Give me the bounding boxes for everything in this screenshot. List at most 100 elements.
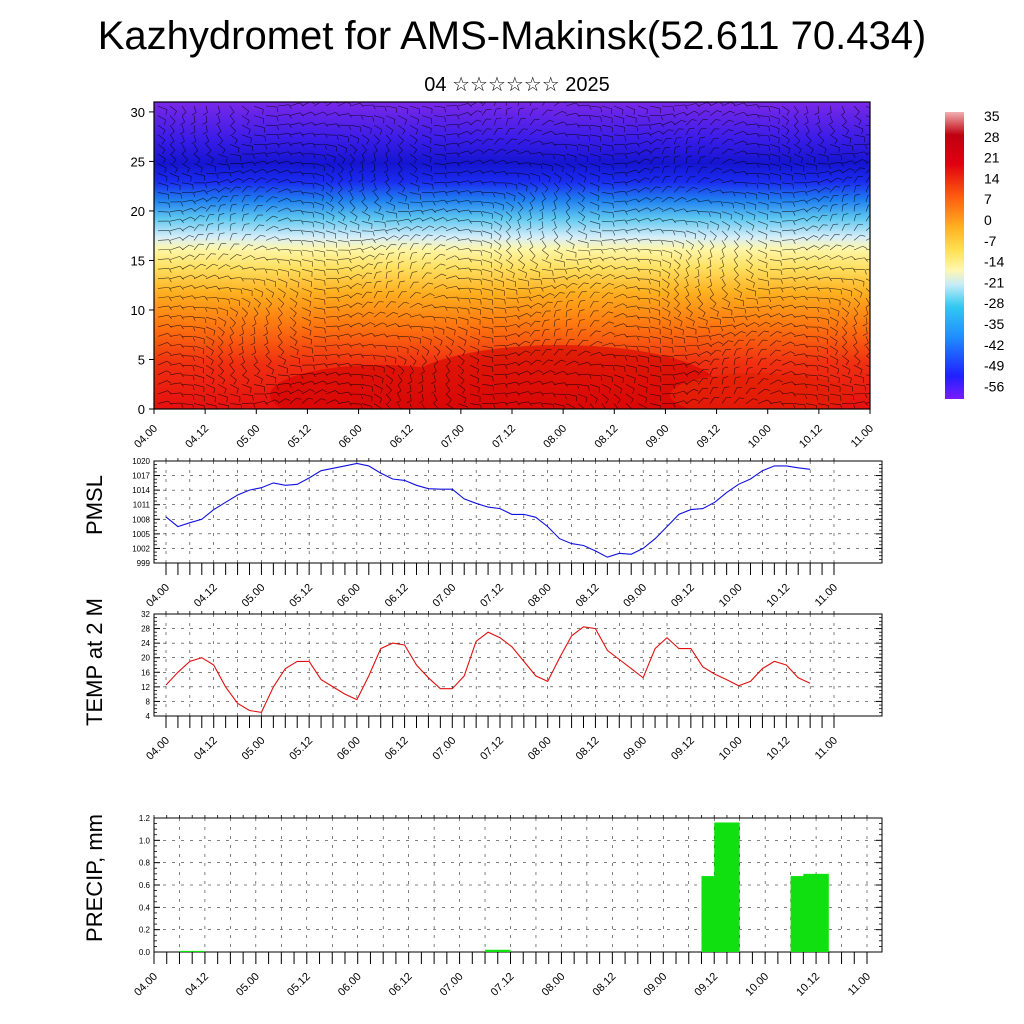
wind-barb-flag: [667, 186, 673, 188]
wind-barb-flag: [444, 191, 448, 196]
heat-x-tick-label: 08.12: [592, 423, 620, 451]
wind-barb: [421, 326, 433, 329]
wind-barb: [505, 249, 512, 256]
wind-barb-flag: [864, 144, 868, 150]
wind-barb-flag: [648, 269, 651, 275]
wind-barb-flag: [462, 389, 466, 395]
wind-barb: [373, 291, 378, 299]
wind-barb-flag: [876, 248, 879, 252]
wind-barb-flag: [311, 111, 316, 116]
wind-barb: [697, 278, 700, 286]
wind-barb-flag: [296, 350, 299, 356]
wind-barb-flag: [490, 243, 492, 249]
wind-barb-flag: [250, 138, 252, 144]
wind-barb: [277, 238, 289, 241]
wind-barb-flag: [274, 399, 280, 403]
wind-barb-flag: [263, 342, 269, 346]
wind-barb-flag: [372, 188, 377, 193]
wind-barb: [637, 158, 646, 164]
wind-barb-flag: [366, 272, 373, 274]
wind-barb: [193, 345, 204, 350]
wind-barb: [805, 153, 816, 158]
wind-barb-flag: [817, 131, 822, 135]
wind-barb-flag: [430, 166, 432, 172]
wind-barb: [409, 134, 418, 141]
wind-barb: [493, 354, 505, 356]
wind-barb: [373, 403, 382, 409]
wind-barb: [457, 267, 469, 270]
wind-barb-flag: [528, 162, 532, 168]
wind-barb: [241, 205, 245, 212]
wind-barb: [301, 380, 312, 385]
wind-barb: [445, 227, 456, 232]
wind-barb-flag: [252, 154, 256, 159]
wind-barb-flag: [836, 244, 842, 247]
wind-barb: [865, 278, 870, 282]
wind-barb-flag: [216, 173, 219, 179]
wind-barb-flag: [258, 224, 265, 226]
wind-barb-flag: [576, 112, 580, 118]
wind-barb: [505, 182, 517, 185]
wind-barb-flag: [476, 369, 479, 375]
wind-barb: [193, 384, 205, 388]
wind-barb: [589, 374, 601, 377]
wind-barb: [745, 268, 754, 275]
wind-barb: [325, 201, 334, 208]
wind-barb: [397, 172, 404, 180]
wind-barb-flag: [683, 381, 688, 386]
wind-barb-flag: [849, 138, 852, 144]
wind-barb-flag: [816, 173, 820, 179]
wind-barb: [433, 393, 438, 401]
wind-barb: [481, 364, 493, 368]
wind-barb: [277, 297, 285, 304]
wind-barb-flag: [312, 251, 314, 257]
wind-barb-flag: [428, 282, 434, 285]
wind-barb: [253, 134, 265, 137]
wind-barb: [829, 393, 841, 397]
wind-barb: [529, 211, 532, 219]
wind-barb-flag: [204, 307, 208, 312]
wind-barb: [781, 277, 793, 280]
wind-barb-flag: [204, 317, 207, 323]
wind-barb-flag: [214, 274, 220, 278]
wind-barb: [313, 307, 325, 310]
wind-barb: [289, 326, 297, 333]
wind-barb-flag: [367, 215, 371, 221]
wind-barb: [757, 349, 762, 356]
wind-barb: [265, 317, 269, 324]
wind-barb: [409, 262, 413, 270]
wind-barb-flag: [520, 117, 526, 120]
wind-barb-flag: [848, 302, 851, 308]
wind-barb: [661, 157, 665, 164]
wind-barb: [673, 345, 685, 347]
wind-barb: [169, 334, 181, 337]
wind-barb-flag: [792, 201, 796, 207]
wind-barb-flag: [359, 256, 364, 261]
wind-barb: [721, 129, 729, 136]
wind-barb: [613, 275, 624, 280]
wind-barb-flag: [300, 190, 304, 196]
wind-barb-flag: [792, 184, 794, 190]
wind-barb: [685, 198, 696, 203]
wind-barb-flag: [238, 342, 244, 346]
wind-barb: [589, 384, 600, 388]
wind-barb: [553, 182, 560, 189]
wind-barb: [301, 297, 312, 303]
wind-barb: [325, 325, 337, 328]
wind-barb: [745, 288, 756, 292]
wind-barb: [769, 369, 778, 376]
wind-barb-flag: [648, 298, 651, 304]
wind-barb: [721, 259, 725, 267]
wind-barb: [505, 259, 514, 265]
wind-barb: [325, 399, 335, 404]
wind-barb: [613, 313, 624, 318]
wind-barb: [313, 172, 324, 177]
wind-barb-flag: [790, 341, 796, 345]
wind-barb: [697, 166, 703, 174]
wind-barb-flag: [828, 121, 833, 126]
wind-barb-flag: [845, 360, 849, 366]
wind-barb-flag: [716, 167, 722, 170]
wind-barb-flag: [360, 394, 363, 400]
wind-barb: [757, 220, 768, 225]
x-tick-label: 08.00: [526, 582, 554, 610]
